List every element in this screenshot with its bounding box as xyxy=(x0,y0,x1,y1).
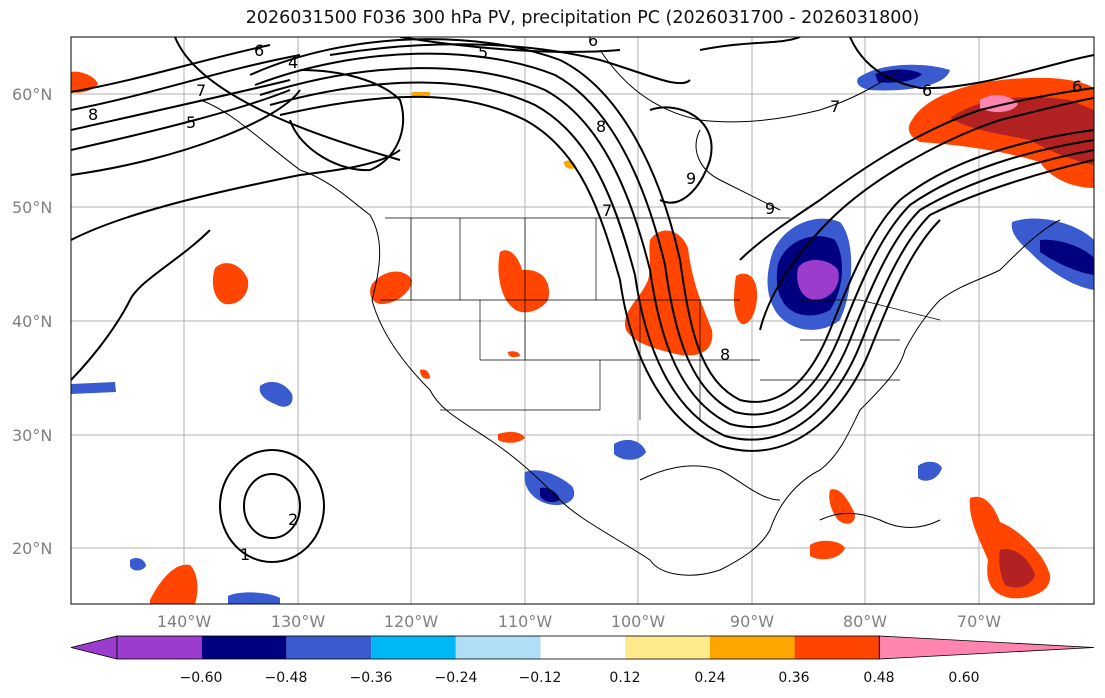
colorbar-tick-label: −0.12 xyxy=(519,670,562,686)
contour-label: 7 xyxy=(602,201,612,220)
colorbar xyxy=(70,635,1095,660)
lat-label: 50°N xyxy=(12,198,52,217)
colorbar-tick-label: −0.36 xyxy=(350,670,393,686)
lat-label: 40°N xyxy=(12,312,52,331)
colorbar-tick-label: 0.36 xyxy=(778,670,809,686)
colorbar-tick-label: −0.48 xyxy=(265,670,308,686)
colorbar-tick-label: 0.24 xyxy=(694,670,725,686)
lon-label: 100°W xyxy=(611,612,666,631)
contour-label: 5 xyxy=(186,113,196,132)
colorbar-extend-min xyxy=(70,635,118,660)
colorbar-labels: −0.60 −0.48 −0.36 −0.24 −0.12 0.12 0.24 … xyxy=(180,670,980,686)
lon-label: 90°W xyxy=(730,612,774,631)
contour-labels: 6 4 5 6 8 7 5 7 6 6 7 8 9 9 8 1 2 xyxy=(88,31,1082,564)
colorbar-segment xyxy=(286,636,372,659)
map-title: 2026031500 F036 300 hPa PV, precipitatio… xyxy=(245,8,920,28)
colorbar-segment xyxy=(201,636,287,659)
political-borders xyxy=(380,217,941,420)
contour-label: 8 xyxy=(88,105,98,124)
lat-label: 30°N xyxy=(12,426,52,445)
contour-label: 6 xyxy=(1072,77,1082,96)
lat-label: 60°N xyxy=(12,85,52,104)
colorbar-outline xyxy=(116,635,880,660)
colorbar-extend-max xyxy=(878,635,1095,660)
lon-label: 130°W xyxy=(271,612,326,631)
contour-label: 1 xyxy=(240,545,250,564)
lon-label: 70°W xyxy=(957,612,1001,631)
contour-label: 5 xyxy=(478,43,488,62)
longitude-labels: 140°W 130°W 120°W 110°W 100°W 90°W 80°W … xyxy=(157,612,1001,631)
contour-label: 9 xyxy=(765,199,775,218)
contour-label: 2 xyxy=(288,510,298,529)
colorbar-segment xyxy=(625,636,710,659)
colorbar-segment xyxy=(709,636,795,659)
colorbar-tick-label: 0.12 xyxy=(609,670,640,686)
lon-label: 110°W xyxy=(498,612,553,631)
colorbar-segment xyxy=(455,636,541,659)
latitude-labels: 60°N 50°N 40°N 30°N 20°N xyxy=(12,85,52,558)
colorbar-segment xyxy=(540,636,626,659)
colorbar-segment xyxy=(794,636,880,659)
lon-label: 80°W xyxy=(843,612,887,631)
colorbar-tick-label: 0.60 xyxy=(948,670,979,686)
colorbar-tick-label: −0.24 xyxy=(435,670,478,686)
contour-label: 8 xyxy=(720,345,730,364)
contour-label: 8 xyxy=(596,117,606,136)
contour-label: 6 xyxy=(922,81,932,100)
contour-label: 6 xyxy=(588,31,598,50)
contour-label: 7 xyxy=(830,97,840,116)
colorbar-segment xyxy=(117,636,202,659)
contour-label: 9 xyxy=(686,169,696,188)
lon-label: 140°W xyxy=(157,612,212,631)
colorbar-segment xyxy=(371,636,456,659)
colorbar-tick-label: −0.60 xyxy=(180,670,223,686)
precipitation-shading xyxy=(71,64,1094,604)
map-frame xyxy=(70,36,1095,605)
contour-label: 6 xyxy=(254,41,264,60)
colorbar-tick-label: 0.48 xyxy=(863,670,894,686)
contour-label: 7 xyxy=(196,81,206,100)
pv-contours xyxy=(71,37,1094,563)
coastlines xyxy=(199,49,1061,576)
lat-label: 20°N xyxy=(12,539,52,558)
contour-label: 4 xyxy=(288,53,298,72)
lon-label: 120°W xyxy=(384,612,439,631)
